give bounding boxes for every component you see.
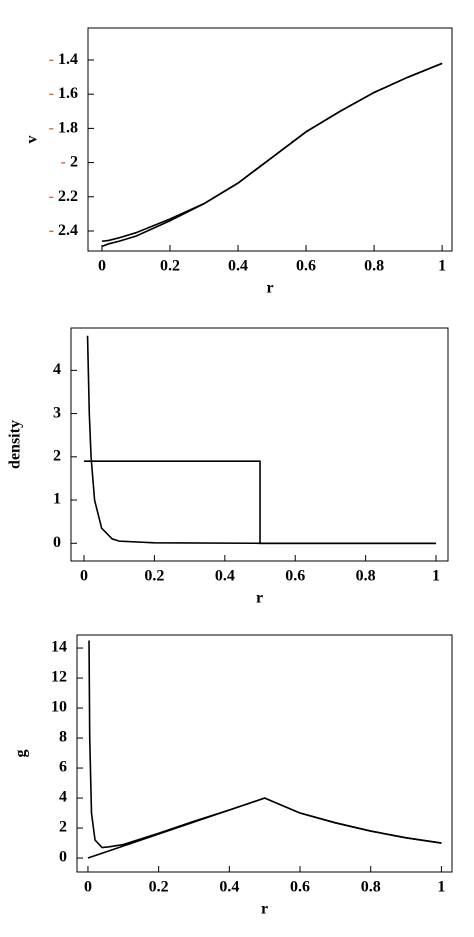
y-axis-label: density [7,420,24,469]
y-tick-label: - 2.2 [49,187,78,204]
x-tick-label: 0 [80,568,88,585]
plot-frame [70,327,449,562]
x-tick-label: 0.4 [228,258,248,275]
y-tick-label: 3 [53,404,61,421]
x-tick-label: 1 [437,879,445,896]
x-tick-label: 0.2 [144,568,164,585]
plot-frame [87,27,453,252]
x-tick-label: 0.6 [290,879,310,896]
data-line [101,62,443,243]
data-line [86,335,437,545]
y-tick-label: 0 [53,534,61,551]
y-axis-label: v [24,136,41,144]
y-tick-label: 4 [59,789,67,806]
y-tick-label: - 1.8 [49,119,78,136]
y-tick-label: - 2.4 [49,222,78,239]
y-tick-label: - 1.6 [49,85,78,102]
y-tick-label: 2 [59,819,67,836]
x-tick-label: 0 [98,258,106,275]
data-line [101,62,443,248]
x-tick-label: 0.4 [219,879,239,896]
y-tick-label: 10 [51,699,67,716]
y-tick-label: 12 [51,669,67,686]
x-tick-label: 0.6 [285,568,305,585]
x-tick-label: 0.6 [296,258,316,275]
x-tick-label: 0 [84,879,92,896]
x-axis-label: r [261,901,268,918]
plot-frame [76,634,453,873]
x-tick-label: 0.8 [356,568,376,585]
x-axis-label: r [266,280,273,297]
x-tick-label: 0.2 [149,879,169,896]
x-tick-label: 1 [438,258,446,275]
y-tick-label: 6 [59,759,67,776]
y-tick-label: 2 [53,447,61,464]
y-tick-label: 4 [53,361,61,378]
data-line [88,640,442,849]
x-tick-label: 1 [432,568,440,585]
x-tick-label: 0.8 [364,258,384,275]
x-tick-label: 0.4 [215,568,235,585]
y-tick-label: 1 [53,491,61,508]
y-tick-label: - 2 [61,153,78,170]
x-tick-label: 0.8 [361,879,381,896]
y-tick-label: 8 [59,729,67,746]
x-tick-label: 0.2 [160,258,180,275]
x-axis-label: r [256,590,263,607]
y-tick-label: 0 [59,849,67,866]
data-line [87,797,442,859]
data-line [84,460,437,545]
y-tick-label: 14 [51,639,67,656]
y-axis-label: g [13,750,30,758]
y-tick-label: - 1.4 [49,51,78,68]
